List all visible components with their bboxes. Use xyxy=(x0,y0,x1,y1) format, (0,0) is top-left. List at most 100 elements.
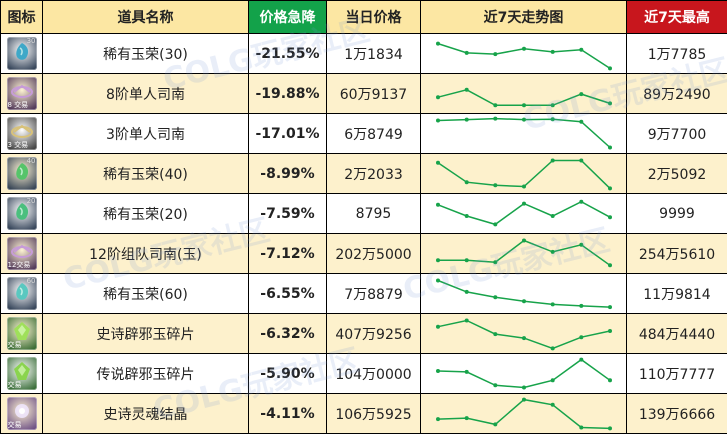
item-icon-cell: 30 xyxy=(0,33,43,74)
table-row[interactable]: 交易 史诗辟邪玉碎片 -6.32% 407万9256 484万4440 xyxy=(0,313,727,354)
header-max-price[interactable]: 近7天最高 xyxy=(626,0,727,34)
table-row[interactable]: 60 稀有玉荣(60) -6.55% 7万8879 11万9814 xyxy=(0,273,727,314)
table-row[interactable]: 交易 传说辟邪玉碎片 -5.90% 104万0000 110万7777 xyxy=(0,353,727,394)
header-daily-price[interactable]: 当日价格 xyxy=(326,0,421,34)
header-name[interactable]: 道具名称 xyxy=(42,0,249,34)
trend-point xyxy=(550,117,555,122)
green-jade-icon[interactable]: 30 xyxy=(6,37,37,70)
trend-point xyxy=(550,214,555,218)
trend-point xyxy=(550,249,555,254)
jade-fragment-icon[interactable]: 交易 xyxy=(6,357,37,390)
trend-point xyxy=(493,422,498,427)
price-drop: -6.32% xyxy=(248,313,327,354)
price-drop: -5.90% xyxy=(248,353,327,394)
item-name[interactable]: 史诗灵魂结晶 xyxy=(42,393,249,434)
green-jade-icon[interactable]: 60 xyxy=(6,277,37,310)
item-name[interactable]: 12阶组队司南(玉) xyxy=(42,233,249,274)
trend-point xyxy=(436,278,440,283)
item-name[interactable]: 稀有玉荣(20) xyxy=(42,193,249,234)
tradeable-label: 交易 xyxy=(7,341,22,349)
trend-point xyxy=(493,116,498,121)
trend-sparkline xyxy=(436,397,612,431)
max-price: 9999 xyxy=(626,193,727,234)
item-name[interactable]: 稀有玉荣(30) xyxy=(42,33,249,74)
trend-point xyxy=(579,119,584,124)
trend-point xyxy=(493,183,498,188)
table-row[interactable]: 8 交易 8阶单人司南 -19.88% 60万9137 89万2490 xyxy=(0,73,727,114)
table-row[interactable]: 交易 史诗灵魂结晶 -4.11% 106万5925 139万6666 xyxy=(0,393,727,434)
max-price: 484万4440 xyxy=(626,313,727,354)
trend-sparkline xyxy=(436,116,612,150)
header-price-drop[interactable]: 价格急降 xyxy=(248,0,327,34)
max-price: 2万5092 xyxy=(626,153,727,194)
trend-sparkline xyxy=(436,41,612,71)
max-price: 139万6666 xyxy=(626,393,727,434)
trend-point xyxy=(464,214,469,218)
price-drop: -7.12% xyxy=(248,233,327,274)
jade-fragment-icon[interactable]: 交易 xyxy=(6,317,37,350)
max-price: 89万2490 xyxy=(626,73,727,114)
trend-sparkline xyxy=(436,158,612,191)
trend-point xyxy=(579,158,584,163)
table-row[interactable]: 12交易 12阶组队司南(玉) -7.12% 202万5000 254万5610 xyxy=(0,233,727,274)
trend-point xyxy=(493,332,498,337)
trend-point xyxy=(436,202,440,207)
trend-point xyxy=(579,303,584,308)
tradeable-label: 12交易 xyxy=(7,261,31,269)
price-drop: -17.01% xyxy=(248,113,327,154)
compass-icon[interactable]: 8 交易 xyxy=(6,77,37,110)
trend-point xyxy=(464,50,469,55)
max-price: 9万7700 xyxy=(626,113,727,154)
green-jade-icon[interactable]: 20 xyxy=(6,197,37,230)
tradeable-label: 8 交易 xyxy=(7,101,29,109)
item-icon-cell: 12交易 xyxy=(0,233,43,274)
trend-point xyxy=(608,305,612,310)
price-drop: -8.99% xyxy=(248,153,327,194)
daily-price: 104万0000 xyxy=(326,353,421,394)
daily-price: 106万5925 xyxy=(326,393,421,434)
green-jade-icon[interactable]: 40 xyxy=(6,157,37,190)
trend-point xyxy=(522,201,526,206)
table-row[interactable]: 40 稀有玉荣(40) -8.99% 2万2033 2万5092 xyxy=(0,153,727,194)
daily-price: 1万1834 xyxy=(326,33,421,74)
trend-point xyxy=(464,369,469,374)
table-row[interactable]: 30 稀有玉荣(30) -21.55% 1万1834 1万7785 xyxy=(0,33,727,74)
table-row[interactable]: 3 交易 3阶单人司南 -17.01% 6万8749 9万7700 xyxy=(0,113,727,154)
trend-point xyxy=(579,335,584,340)
compass-icon[interactable]: 3 交易 xyxy=(6,117,37,150)
item-name[interactable]: 稀有玉荣(60) xyxy=(42,273,249,314)
item-name[interactable]: 传说辟邪玉碎片 xyxy=(42,353,249,394)
trend-point xyxy=(522,117,526,122)
trend-point xyxy=(436,41,440,46)
soul-crystal-icon[interactable]: 交易 xyxy=(6,397,37,430)
daily-price: 2万2033 xyxy=(326,153,421,194)
trend-point xyxy=(493,383,498,388)
item-name[interactable]: 3阶单人司南 xyxy=(42,113,249,154)
item-level-badge: 20 xyxy=(26,197,36,205)
trend-point xyxy=(493,52,498,57)
trend-cell xyxy=(420,193,627,234)
tradeable-label: 3 交易 xyxy=(7,141,29,149)
trend-point xyxy=(522,385,526,390)
price-drop: -4.11% xyxy=(248,393,327,434)
trend-point xyxy=(550,346,555,351)
daily-price: 6万8749 xyxy=(326,113,421,154)
trend-point xyxy=(493,222,498,227)
trend-cell xyxy=(420,393,627,434)
trend-cell xyxy=(420,273,627,314)
table-row[interactable]: 20 稀有玉荣(20) -7.59% 8795 9999 xyxy=(0,193,727,234)
trend-point xyxy=(608,215,612,220)
item-icon-cell: 60 xyxy=(0,273,43,314)
compass-icon[interactable]: 12交易 xyxy=(6,237,37,270)
trend-point xyxy=(464,416,469,421)
trend-point xyxy=(550,302,555,307)
item-name[interactable]: 8阶单人司南 xyxy=(42,73,249,114)
trend-point xyxy=(436,160,440,165)
item-name[interactable]: 史诗辟邪玉碎片 xyxy=(42,313,249,354)
trend-point xyxy=(493,103,498,108)
trend-cell xyxy=(420,313,627,354)
item-icon-cell: 交易 xyxy=(0,353,43,394)
item-name[interactable]: 稀有玉荣(40) xyxy=(42,153,249,194)
trend-cell xyxy=(420,73,627,114)
